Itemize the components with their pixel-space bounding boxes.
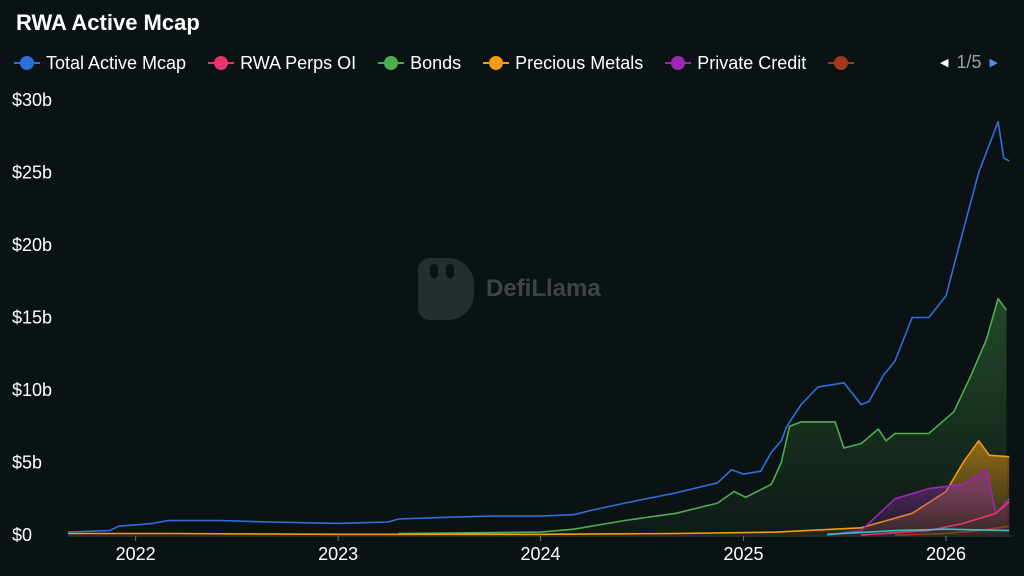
x-tick-label: 2026 [926, 544, 966, 564]
legend-swatch-bonds [378, 56, 405, 70]
legend-swatch-rwa-perps-oi [208, 56, 235, 70]
watermark-text: DefiLlama [486, 275, 601, 302]
y-tick-label: $15b [12, 308, 52, 328]
y-tick-label: $30b [12, 90, 52, 110]
legend-item-bonds[interactable]: Bonds [378, 53, 461, 74]
y-tick-label: $5b [12, 453, 42, 473]
x-tick-label: 2024 [521, 544, 561, 564]
legend-label-rwa-perps-oi: RWA Perps OI [240, 52, 357, 73]
legend-pager: ◀ 1/5 ▶ [940, 52, 998, 73]
x-tick-label: 2025 [724, 544, 764, 564]
legend-item-private-credit[interactable]: Private Credit [665, 53, 806, 74]
y-tick-label: $0 [12, 525, 32, 545]
series-line-total-active-mcap [67, 121, 1010, 533]
series-line-private-credit [827, 469, 1010, 536]
x-tick-label: 2023 [318, 544, 358, 564]
x-axis: 2022 2023 2024 2025 2026 [68, 535, 1012, 564]
series-area-bonds [398, 298, 1007, 535]
x-tick-label: 2022 [116, 544, 156, 564]
legend-swatch-total-active-mcap [14, 56, 40, 70]
legend-next-arrow-icon[interactable]: ▶ [989, 57, 998, 69]
legend-label-private-credit: Private Credit [697, 52, 807, 73]
legend-item-rwa-perps-oi[interactable]: RWA Perps OI [208, 53, 356, 74]
legend-label-precious-metals: Precious Metals [515, 52, 644, 73]
legend-swatch-truncated [828, 56, 855, 70]
legend-prev-arrow-icon[interactable]: ◀ [940, 57, 949, 69]
y-tick-label: $10b [12, 380, 52, 400]
defillama-logo-icon [418, 258, 474, 320]
series-line-precious-metals [68, 440, 1010, 536]
legend-item-precious-metals[interactable]: Precious Metals [483, 53, 643, 74]
legend-label-total-active-mcap: Total Active Mcap [46, 52, 187, 73]
watermark: DefiLlama [418, 258, 601, 320]
legend-page-indicator: 1/5 [956, 52, 982, 72]
legend-swatch-precious-metals [483, 56, 510, 70]
legend-label-bonds: Bonds [410, 52, 462, 73]
series-line-unnamed [827, 528, 1010, 536]
chart-title: RWA Active Mcap [16, 10, 200, 35]
y-tick-label: $25b [12, 163, 52, 183]
series-line-unnamed [894, 525, 1010, 536]
legend: Total Active Mcap RWA Perps OI Bonds Pre… [14, 50, 1014, 76]
series-layer [67, 121, 1010, 536]
legend-item-total-active-mcap[interactable]: Total Active Mcap [14, 53, 186, 74]
series-line-rwa-perps-oi [861, 500, 1010, 536]
legend-swatch-private-credit [665, 56, 692, 70]
series-area-private-credit [827, 469, 1010, 535]
legend-item-truncated[interactable] [828, 56, 860, 70]
series-line-bonds [398, 297, 1008, 535]
y-axis: $0 $5b $10b $15b $20b $25b $30b [12, 90, 52, 545]
y-tick-label: $20b [12, 235, 52, 255]
